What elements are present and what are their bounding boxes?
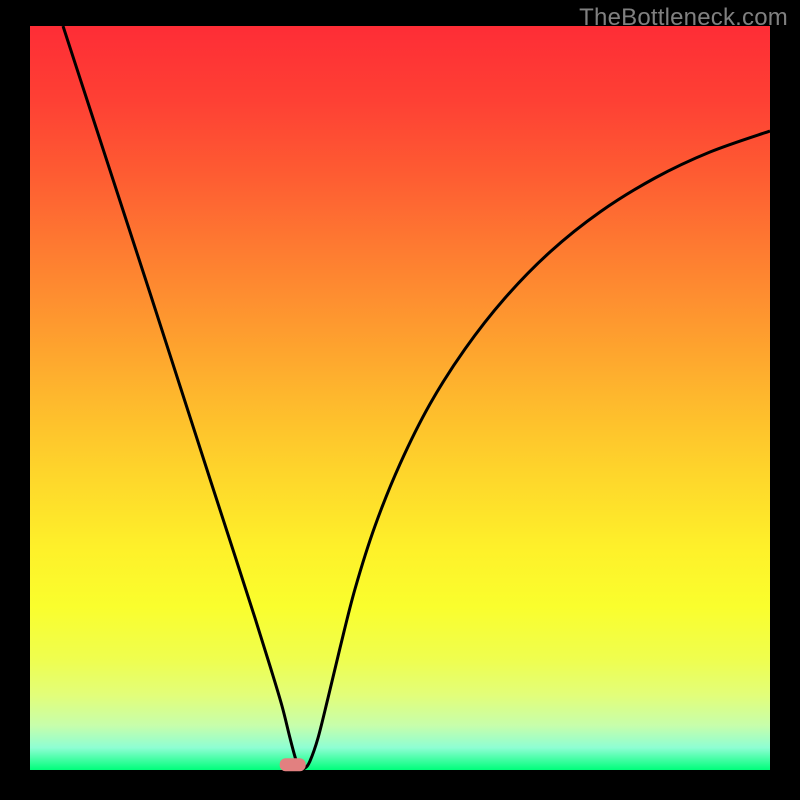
optimal-point-marker (280, 758, 306, 771)
bottleneck-chart (0, 0, 800, 800)
chart-background (30, 26, 770, 770)
chart-container: TheBottleneck.com (0, 0, 800, 800)
watermark-text: TheBottleneck.com (579, 4, 788, 32)
